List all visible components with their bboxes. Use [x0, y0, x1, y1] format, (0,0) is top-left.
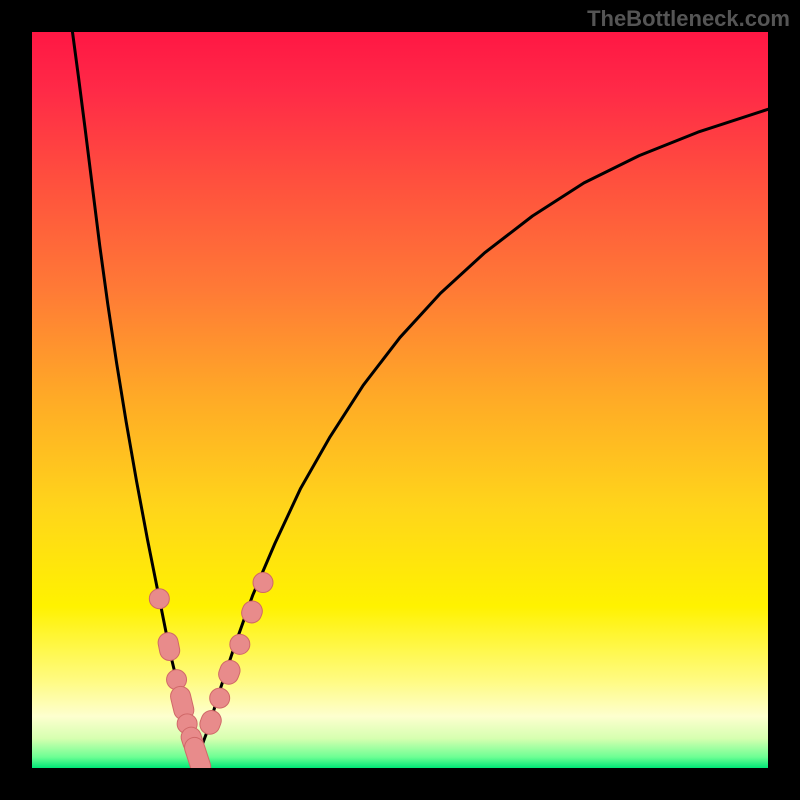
gradient-background: [32, 32, 768, 768]
bead-circle: [210, 688, 230, 708]
figure-root: TheBottleneck.com: [0, 0, 800, 800]
plot-area: [32, 32, 768, 768]
bead-circle: [230, 634, 250, 654]
watermark-text: TheBottleneck.com: [587, 6, 790, 32]
bead-circle: [149, 589, 169, 609]
bead-circle: [253, 573, 273, 593]
plot-svg: [32, 32, 768, 768]
